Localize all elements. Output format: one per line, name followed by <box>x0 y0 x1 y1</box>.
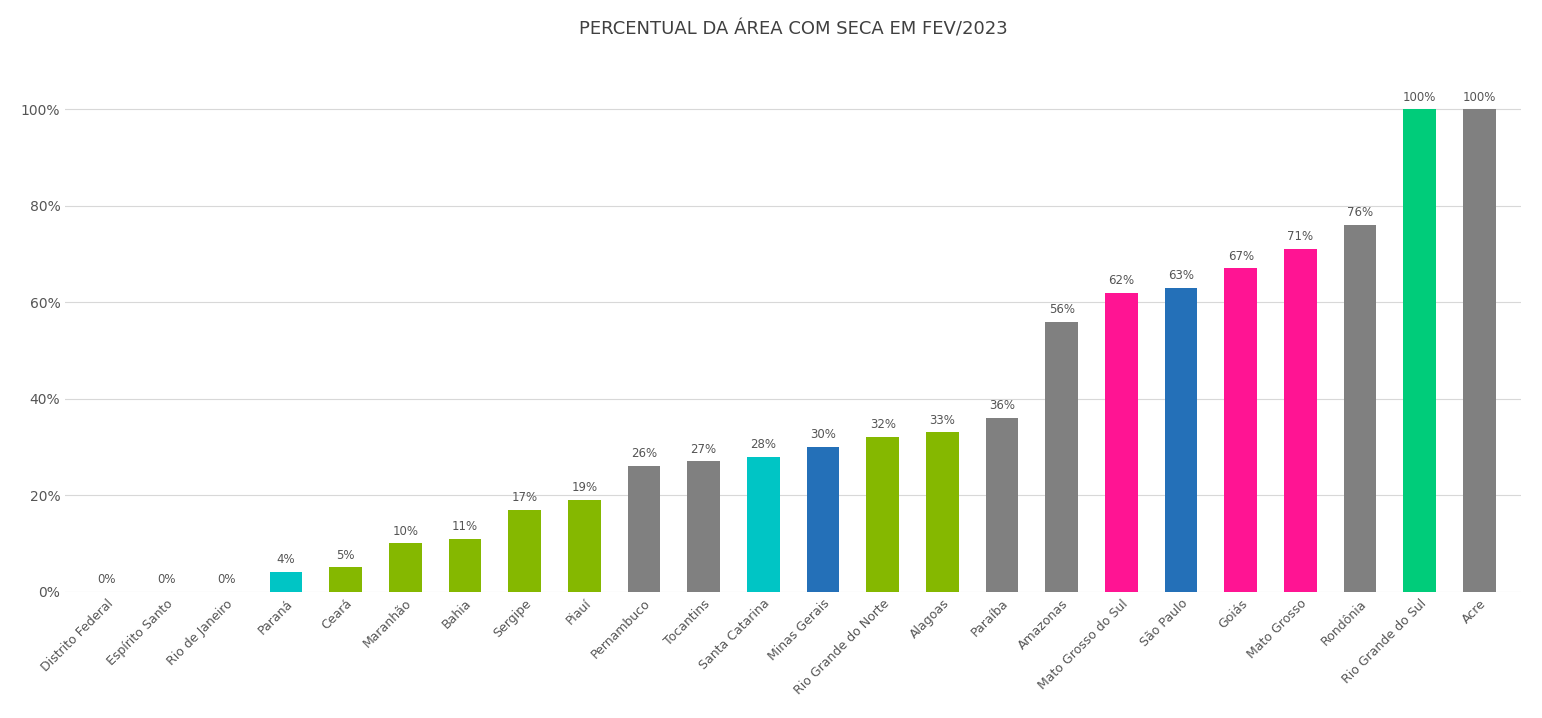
Bar <box>746 457 780 592</box>
Bar <box>985 418 1018 592</box>
Text: 4%: 4% <box>276 554 295 567</box>
Bar <box>1403 109 1436 592</box>
Text: 76%: 76% <box>1348 206 1372 219</box>
Title: PERCENTUAL DA ÁREA COM SECA EM FEV/2023: PERCENTUAL DA ÁREA COM SECA EM FEV/2023 <box>578 21 1007 39</box>
Text: 0%: 0% <box>217 573 236 586</box>
Bar <box>1284 249 1317 592</box>
Bar <box>925 432 959 592</box>
Bar <box>330 567 362 592</box>
Text: 30%: 30% <box>810 428 836 441</box>
Bar <box>567 500 601 592</box>
Text: 56%: 56% <box>1049 303 1075 316</box>
Text: 67%: 67% <box>1227 250 1254 263</box>
Bar <box>1106 293 1138 592</box>
Text: 36%: 36% <box>988 399 1015 412</box>
Bar <box>1164 288 1198 592</box>
Text: 5%: 5% <box>336 549 355 561</box>
Bar <box>509 510 541 592</box>
Text: 62%: 62% <box>1109 274 1135 286</box>
Text: 10%: 10% <box>392 525 418 538</box>
Bar <box>1045 322 1078 592</box>
Text: 100%: 100% <box>1403 90 1437 103</box>
Bar <box>270 572 302 592</box>
Text: 63%: 63% <box>1167 269 1194 282</box>
Text: 17%: 17% <box>512 491 538 504</box>
Text: 71%: 71% <box>1288 230 1314 243</box>
Text: 33%: 33% <box>930 414 956 426</box>
Text: 19%: 19% <box>571 481 597 494</box>
Bar <box>628 466 660 592</box>
Bar <box>867 437 899 592</box>
Bar <box>449 538 481 592</box>
Bar <box>806 447 839 592</box>
Text: 0%: 0% <box>97 573 116 586</box>
Bar <box>1463 109 1496 592</box>
Text: 100%: 100% <box>1463 90 1496 103</box>
Bar <box>1224 269 1257 592</box>
Text: 32%: 32% <box>870 419 896 432</box>
Text: 26%: 26% <box>631 447 657 460</box>
Bar <box>389 544 421 592</box>
Text: 27%: 27% <box>691 442 717 456</box>
Bar <box>688 462 720 592</box>
Bar <box>1343 225 1377 592</box>
Text: 0%: 0% <box>157 573 176 586</box>
Text: 28%: 28% <box>751 438 776 451</box>
Text: 11%: 11% <box>452 520 478 533</box>
